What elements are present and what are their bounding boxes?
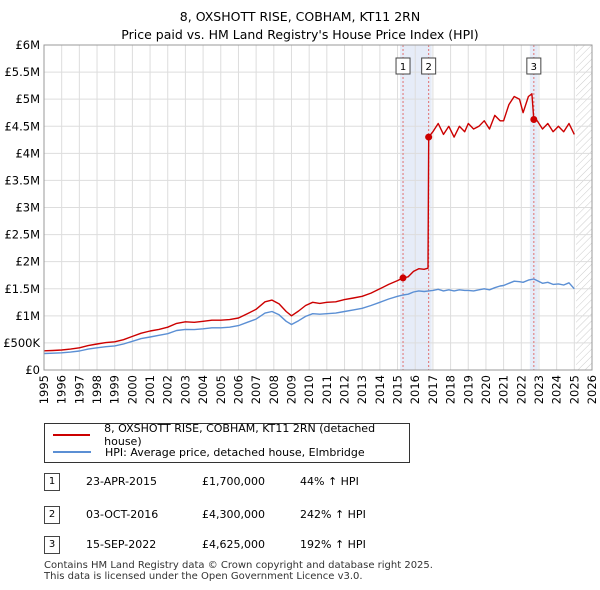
series-line-property (43, 93, 575, 352)
x-tick-label: 2016 (408, 375, 422, 404)
y-tick-label: £5M (15, 92, 40, 106)
transaction-point (399, 274, 407, 282)
y-tick-label: £3M (15, 201, 40, 215)
transaction-date: 15-SEP-2022 (86, 538, 157, 551)
chart-title: 8, OXSHOTT RISE, COBHAM, KT11 2RN (179, 9, 421, 24)
x-tick-label: 2010 (302, 375, 316, 404)
legend-swatch-property (53, 434, 91, 436)
transaction-label-box (395, 57, 411, 75)
x-tick-label: 2024 (550, 375, 564, 404)
transaction-badge: 3 (44, 536, 60, 554)
transaction-label: 2 (425, 62, 431, 73)
transaction-hpi: 242% ↑ HPI (300, 508, 366, 521)
y-tick-label: £4M (15, 146, 40, 160)
transaction-date: 03-OCT-2016 (86, 508, 159, 521)
x-tick-label: 2017 (426, 375, 440, 404)
x-tick-label: 1998 (90, 375, 104, 404)
x-tick-label: 2003 (178, 375, 192, 404)
x-tick-label: 2018 (444, 375, 458, 404)
transaction-label: 3 (531, 62, 537, 73)
x-tick-label: 2002 (161, 375, 175, 404)
x-tick-label: 2008 (267, 375, 281, 404)
y-tick-label: £6M (15, 38, 40, 52)
plot-frame (43, 44, 593, 371)
x-tick-label: 2021 (497, 375, 511, 404)
chart-subtitle: Price paid vs. HM Land Registry's House … (121, 27, 479, 42)
x-tick-label: 2022 (514, 375, 528, 404)
series-line-hpi (43, 278, 575, 355)
transaction-label-box (526, 57, 542, 75)
y-tick-label: £2M (15, 255, 40, 269)
table-row: 1 23-APR-2015 £1,700,000 44% ↑ HPI (44, 473, 444, 491)
x-tick-label: 2011 (320, 375, 334, 404)
legend-label-hpi: HPI: Average price, detached house, Elmb… (105, 445, 365, 459)
x-tick-label: 1996 (55, 375, 69, 404)
y-tick-label: £1M (15, 309, 40, 323)
x-tick-label: 2012 (338, 375, 352, 404)
x-tick-label: 1997 (72, 375, 86, 404)
transaction-hpi: 44% ↑ HPI (300, 475, 359, 488)
legend-label-property: 8, OXSHOTT RISE, COBHAM, KT11 2RN (detac… (104, 422, 376, 448)
x-tick-label: 2014 (373, 375, 387, 404)
x-tick-label: 1999 (108, 375, 122, 404)
transaction-label: 1 (400, 62, 406, 73)
legend-swatch-hpi (53, 451, 91, 453)
x-tick-label: 2000 (125, 375, 139, 404)
y-tick-label: £2.5M (4, 228, 40, 242)
y-tick-label: £5.5M (4, 65, 40, 79)
transaction-point (530, 115, 538, 123)
table-row: 3 15-SEP-2022 £4,625,000 192% ↑ HPI (44, 536, 444, 554)
legend-item-property: 8, OXSHOTT RISE, COBHAM, KT11 2RN (detac… (53, 422, 409, 448)
x-tick-label: 2001 (143, 375, 157, 404)
transaction-price: £4,300,000 (202, 508, 265, 521)
transaction-point (425, 133, 433, 141)
price-chart: 1 2 3 £0 £500K £1M £1.5M £2M £2.5M £3M £3.5M £4M £4.… (3, 38, 599, 404)
transaction-price: £4,625,000 (202, 538, 265, 551)
chart-legend: 8, OXSHOTT RISE, COBHAM, KT11 2RN (detac… (44, 422, 410, 463)
y-tick-label: £0 (25, 363, 40, 377)
chart-title-block: 8, OXSHOTT RISE, COBHAM, KT11 2RN Price … (0, 8, 600, 44)
x-tick-label: 2026 (585, 375, 599, 404)
table-row: 2 03-OCT-2016 £4,300,000 242% ↑ HPI (44, 506, 444, 524)
x-tick-label: 2019 (461, 375, 475, 404)
x-tick-label: 2013 (355, 375, 369, 404)
x-tick-label: 2004 (196, 375, 210, 404)
x-tick-label: 2023 (532, 375, 546, 404)
x-tick-label: 2006 (231, 375, 245, 404)
transaction-label-box (421, 57, 437, 75)
footer-copyright: Contains HM Land Registry data © Crown c… (44, 560, 433, 571)
footer: Contains HM Land Registry data © Crown c… (44, 560, 433, 582)
x-tick-label: 2015 (391, 375, 405, 404)
x-tick-label: 2020 (479, 375, 493, 404)
footer-licence: This data is licensed under the Open Gov… (44, 571, 363, 582)
x-tick-label: 2009 (284, 375, 298, 404)
transaction-hpi: 192% ↑ HPI (300, 538, 366, 551)
x-tick-label: 1995 (37, 375, 51, 404)
transaction-badge: 1 (44, 473, 60, 491)
legend-item-hpi: HPI: Average price, detached house, Elmb… (53, 444, 365, 460)
transaction-badge: 2 (44, 506, 60, 524)
y-tick-label: £4.5M (4, 119, 40, 133)
x-tick-label: 2025 (567, 375, 581, 404)
y-tick-label: £3.5M (4, 173, 40, 187)
y-tick-label: £500K (3, 336, 40, 350)
y-tick-label: £1.5M (4, 282, 40, 296)
transaction-date: 23-APR-2015 (86, 475, 158, 488)
x-tick-label: 2007 (249, 375, 263, 404)
transaction-price: £1,700,000 (202, 475, 265, 488)
x-tick-label: 2005 (214, 375, 228, 404)
